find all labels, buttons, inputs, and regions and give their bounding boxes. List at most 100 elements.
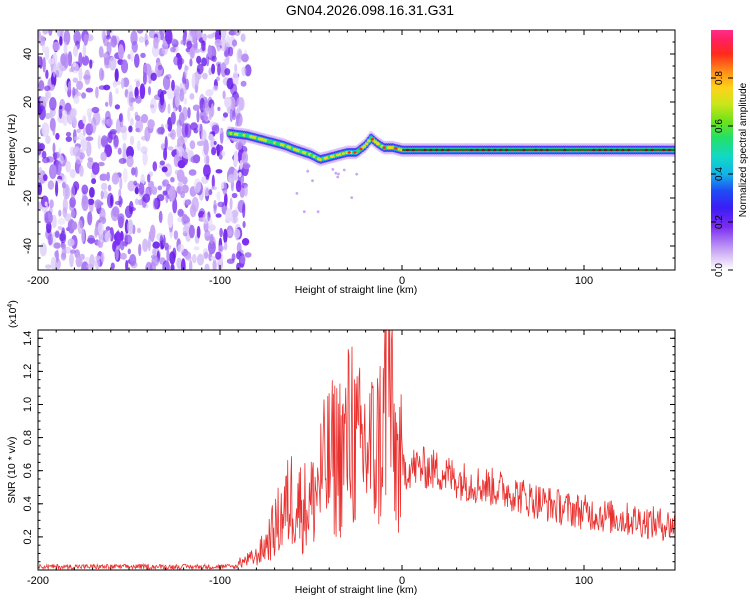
noise-blob xyxy=(65,131,72,137)
noise-blob xyxy=(40,96,48,103)
signal-scatter xyxy=(316,210,320,214)
colorbar-tick-label: 0.0 xyxy=(714,263,725,277)
noise-blob xyxy=(219,227,223,238)
noise-blob xyxy=(65,160,71,173)
noise-blob xyxy=(118,44,124,60)
noise-blob xyxy=(157,185,163,191)
noise-blob xyxy=(208,217,213,233)
noise-blob xyxy=(211,124,220,135)
y-tick-label: 0 xyxy=(22,147,34,153)
noise-blob xyxy=(118,216,124,229)
noise-blob xyxy=(106,171,110,182)
noise-blob xyxy=(211,147,217,156)
noise-blob xyxy=(38,105,46,121)
noise-blob xyxy=(162,75,171,90)
noise-blob xyxy=(210,138,216,150)
noise-blob xyxy=(211,55,217,62)
noise-blob xyxy=(224,57,230,66)
noise-blob xyxy=(81,92,87,99)
noise-blob xyxy=(119,112,124,128)
noise-blob xyxy=(187,107,191,119)
x-tick-label: 0 xyxy=(399,275,405,287)
noise-blob xyxy=(210,186,217,191)
noise-blob xyxy=(44,85,51,92)
noise-blob xyxy=(114,68,119,82)
snr-y-ticks: 0.2 0.4 0.6 0.8 1.0 1.2 1.4 xyxy=(22,331,675,563)
noise-blob xyxy=(147,173,151,183)
signal-core xyxy=(362,144,367,148)
signal-peak xyxy=(347,151,351,154)
noise-blob xyxy=(129,254,137,266)
noise-blob xyxy=(177,216,184,223)
noise-blob xyxy=(213,204,217,215)
noise-blob xyxy=(46,221,52,234)
noise-blob xyxy=(202,212,209,225)
noise-blob xyxy=(208,133,214,141)
noise-blob xyxy=(55,132,60,140)
noise-blob xyxy=(73,30,81,45)
noise-blob xyxy=(71,221,78,231)
x-tick-label: -200 xyxy=(27,575,49,587)
noise-blob xyxy=(57,226,63,231)
noise-blob xyxy=(149,224,156,240)
noise-blob xyxy=(76,91,82,97)
noise-blob xyxy=(69,68,74,73)
noise-blob xyxy=(171,79,175,92)
noise-blob xyxy=(170,177,175,183)
noise-blob xyxy=(100,135,109,148)
noise-blob xyxy=(121,78,125,89)
noise-blob xyxy=(159,234,164,250)
noise-blob xyxy=(120,252,127,260)
noise-blob xyxy=(173,85,180,94)
noise-blob xyxy=(189,93,195,100)
noise-blob xyxy=(234,228,241,239)
signal-scatter xyxy=(337,172,340,176)
noise-blob xyxy=(220,38,228,52)
y-tick-label: -40 xyxy=(22,238,34,254)
snr-multiplier-base: (x10 xyxy=(7,307,19,328)
noise-blob xyxy=(212,258,217,270)
noise-blob xyxy=(215,144,224,152)
noise-blob xyxy=(224,68,231,76)
noise-blob xyxy=(196,140,205,147)
noise-blob xyxy=(233,150,239,166)
noise-blob xyxy=(59,105,63,110)
signal-scatter xyxy=(306,169,310,173)
signal-scatter xyxy=(331,168,335,171)
noise-blob xyxy=(177,160,186,169)
noise-blob xyxy=(207,44,212,59)
noise-blob xyxy=(161,166,168,173)
noise-blob xyxy=(192,104,200,111)
noise-blob xyxy=(181,184,189,194)
noise-blob xyxy=(115,87,119,95)
noise-blob xyxy=(111,172,120,185)
noise-blob xyxy=(75,255,82,268)
noise-blob xyxy=(38,142,42,156)
noise-blob xyxy=(152,248,157,256)
noise-blob xyxy=(241,238,250,246)
noise-blob xyxy=(142,193,151,203)
noise-blob xyxy=(81,55,90,66)
noise-blob xyxy=(131,167,136,176)
noise-blob xyxy=(91,162,100,175)
noise-blob xyxy=(130,49,134,62)
noise-blob xyxy=(48,30,53,36)
signal-peak xyxy=(388,146,392,149)
noise-blob xyxy=(140,146,148,154)
noise-blob xyxy=(131,40,138,53)
noise-blob xyxy=(173,55,181,66)
noise-blob xyxy=(188,224,195,239)
noise-blob xyxy=(52,41,61,52)
noise-blob xyxy=(108,131,117,140)
noise-blob xyxy=(166,166,172,173)
noise-blob xyxy=(47,233,53,246)
y-tick-label: 1.4 xyxy=(22,331,34,346)
noise-blob xyxy=(135,95,142,104)
noise-blob xyxy=(95,86,99,99)
noise-blob xyxy=(191,196,199,213)
signal-scatter xyxy=(302,210,306,214)
noise-blob xyxy=(122,142,127,153)
noise-blob xyxy=(169,251,176,265)
signal-peak xyxy=(359,147,363,151)
noise-blob xyxy=(51,84,55,91)
